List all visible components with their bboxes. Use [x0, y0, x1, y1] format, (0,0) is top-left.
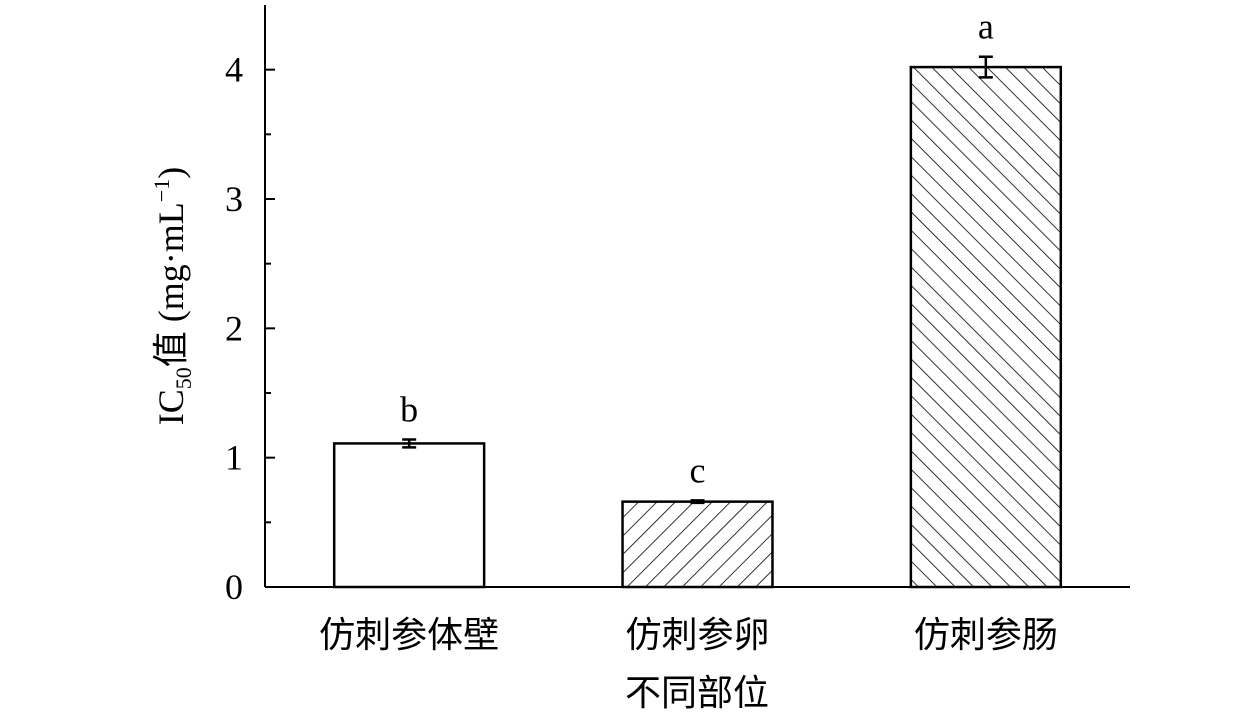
y-tick-label: 3 [225, 179, 243, 219]
x-axis-label: 不同部位 [625, 673, 769, 713]
bar [332, 442, 486, 589]
error-bar [978, 55, 993, 79]
x-tick-label: 仿刺参肠 [914, 615, 1058, 655]
y-label-part: IC [151, 389, 191, 425]
bar [909, 65, 1063, 589]
significance-label: c [690, 450, 706, 490]
significance-label: a [978, 7, 994, 47]
y-tick-label: 0 [225, 567, 243, 607]
y-label-sup: −1 [149, 179, 174, 202]
x-tick-label: 仿刺参体壁 [319, 615, 499, 655]
y-label-part: 值 (mg·mL [151, 202, 191, 367]
y-axis-label: IC50值 (mg·mL−1) [149, 167, 196, 425]
y-tick-label: 2 [225, 308, 243, 348]
error-bar [402, 438, 417, 449]
y-tick-label: 1 [225, 438, 243, 478]
y-tick-label: 4 [225, 50, 243, 90]
error-bar [690, 499, 705, 505]
y-label-sub: 50 [171, 367, 196, 389]
significance-label: b [400, 390, 418, 430]
x-tick-label: 仿刺参卵 [625, 615, 769, 655]
y-label-part: ) [151, 167, 191, 179]
bar [621, 500, 774, 589]
